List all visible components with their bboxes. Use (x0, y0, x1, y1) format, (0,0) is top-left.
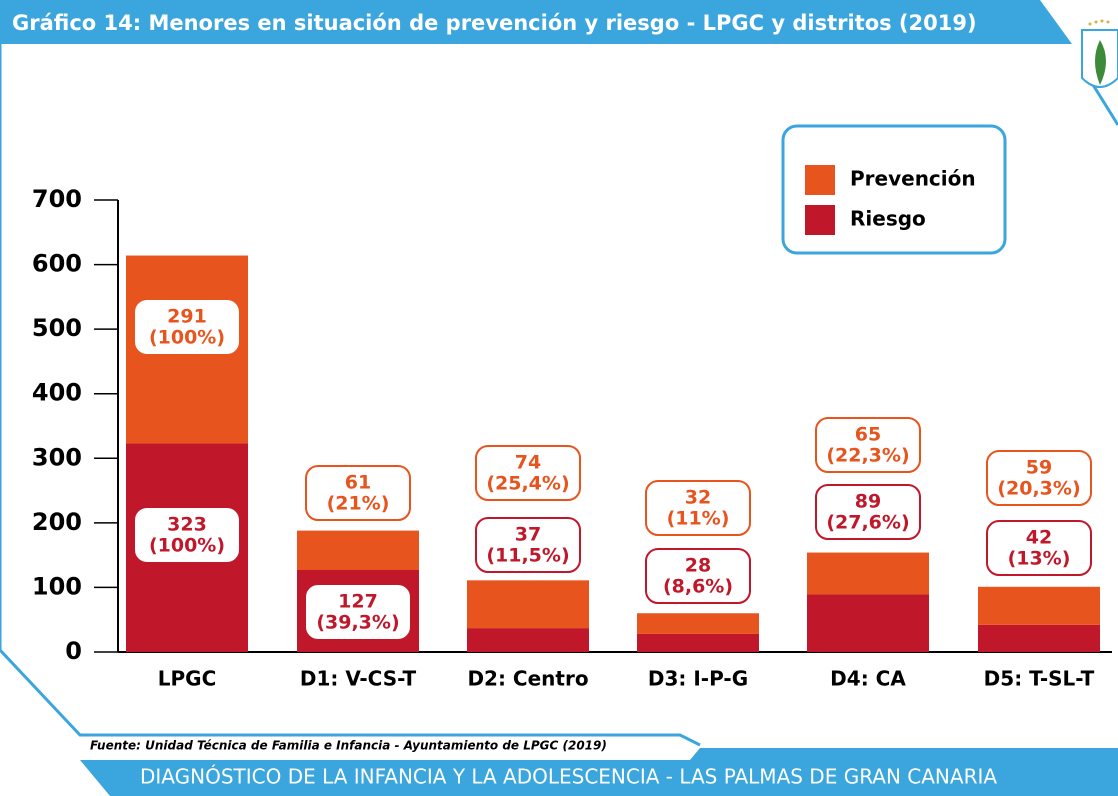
value-label: 89 (27,6%) (826, 490, 909, 533)
bar-segment (467, 628, 589, 652)
value-label: 28 (8,6%) (663, 554, 733, 597)
x-tick-label: D4: CA (830, 667, 906, 691)
value-label-box (815, 417, 921, 473)
bar-segment (637, 633, 759, 652)
value-label: 127 (39,3%) (316, 590, 399, 633)
legend-label: Riesgo (850, 207, 926, 231)
value-label: 32 (11%) (667, 486, 730, 529)
x-tick-label: D5: T-SL-T (984, 667, 1095, 691)
value-label-box (645, 548, 751, 604)
value-label-box (815, 484, 921, 540)
logo (1081, 19, 1118, 88)
footer-band (80, 748, 1118, 796)
source: Fuente: Unidad Técnica de Familia e Infa… (90, 739, 607, 753)
y-tick-label: 200 (32, 508, 82, 536)
value-label-box (986, 450, 1092, 506)
x-tick-label: LPGC (158, 667, 217, 691)
value-label: 42 (13%) (1008, 526, 1071, 569)
value-label: 291 (100%) (149, 305, 225, 348)
x-tick-label: D1: V-CS-T (300, 667, 417, 691)
header-band (0, 0, 1072, 44)
bar-segment (297, 530, 419, 570)
value-label: 59 (20,3%) (997, 456, 1080, 499)
value-label: 61 (21%) (327, 471, 390, 514)
legend-swatch (805, 205, 835, 235)
bar-segment (807, 594, 929, 652)
y-tick-label: 300 (32, 443, 82, 471)
value-label-box (306, 585, 410, 639)
value-label-box (986, 520, 1092, 576)
bar-segment (978, 586, 1100, 625)
bar-segment (467, 580, 589, 629)
value-label: 65 (22,3%) (826, 423, 909, 466)
value-label: 37 (11,5%) (486, 523, 569, 566)
frame-right (1088, 79, 1118, 126)
bar-segment (637, 613, 759, 634)
legend-label: Prevención (850, 167, 976, 191)
value-label-box (305, 465, 411, 521)
value-label: 74 (25,4%) (486, 451, 569, 494)
y-tick-label: 400 (32, 379, 82, 407)
chart-title: Gráfico 14: Menores en situación de prev… (12, 11, 977, 35)
value-label-box (475, 517, 581, 573)
bar-segment (978, 624, 1100, 652)
value-label: 323 (100%) (149, 513, 225, 556)
value-label-box (645, 480, 751, 536)
y-tick-label: 100 (32, 572, 82, 600)
y-tick-label: 700 (32, 185, 82, 213)
bar-segment (807, 552, 929, 595)
frame-left (0, 44, 701, 747)
x-tick-label: D2: Centro (467, 667, 588, 691)
value-label-box (475, 445, 581, 501)
footer: DIAGNÓSTICO DE LA INFANCIA Y LA ADOLESCE… (140, 765, 997, 789)
legend (781, 124, 1007, 255)
x-tick-label: D3: I-P-G (648, 667, 748, 691)
value-label-box (135, 300, 239, 354)
y-tick-label: 600 (32, 250, 82, 278)
y-tick-label: 0 (65, 637, 82, 665)
y-tick-label: 500 (32, 314, 82, 342)
value-label-box (135, 508, 239, 562)
legend-swatch (805, 165, 835, 195)
